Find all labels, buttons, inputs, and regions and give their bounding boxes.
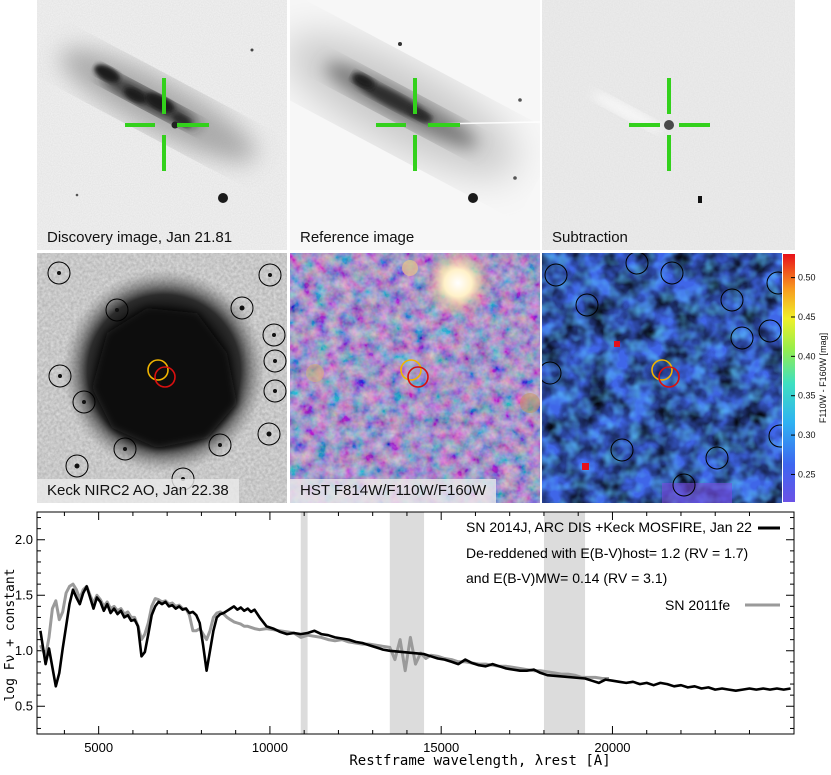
plot-frame xyxy=(36,511,795,735)
crosshair-marker xyxy=(376,78,460,171)
keck-image xyxy=(37,253,287,503)
legend-sn2014j-label: SN 2014J, ARC DIS +Keck MOSFIRE, Jan 22 xyxy=(466,519,752,535)
hst-caption: HST F814W/F110W/F160W xyxy=(290,479,497,503)
hst-color-image xyxy=(290,253,540,503)
reference-image xyxy=(290,0,540,250)
star xyxy=(218,193,228,203)
colorbar-tick-label: 0.45 xyxy=(798,312,816,322)
x-tick-label: 20000 xyxy=(594,740,630,755)
y-tick-label: 2.0 xyxy=(15,532,33,547)
discovery-caption: Discovery image, Jan 21.81 xyxy=(47,229,233,246)
crosshair-marker xyxy=(629,78,710,171)
colorbar-tick-label: 0.35 xyxy=(798,391,816,401)
y-axis-label: log Fν + constant xyxy=(3,568,18,701)
telluric-band xyxy=(543,512,586,734)
x-tick-label: 15000 xyxy=(423,740,459,755)
color-difference-map xyxy=(542,253,782,503)
colorbar-tick-label: 0.50 xyxy=(798,273,816,283)
telluric-band xyxy=(300,512,308,734)
telluric-band xyxy=(389,512,425,734)
sn-position-yellow xyxy=(400,359,422,381)
y-tick-label: 1.5 xyxy=(15,587,33,602)
y-tick-label: 1.0 xyxy=(15,643,33,658)
keck-caption: Keck NIRC2 AO, Jan 22.38 xyxy=(37,479,239,503)
sn-position-red xyxy=(407,366,429,388)
legend-dereddened-line2: and E(B-V)MW= 0.14 (RV = 3.1) xyxy=(466,570,667,586)
colorbar: 0.50 0.45 0.40 0.35 0.30 0.25 F110W - F160W [… xyxy=(783,254,828,502)
colorbar-label: F110W - F160W [mag] xyxy=(818,333,828,423)
legend-sn2011fe-label: SN 2011fe xyxy=(665,597,730,613)
supernova-point xyxy=(171,121,179,129)
spectrum-chart: 5000 10000 15000 20000 0.5 1.0 1.5 2.0 SN 2014J… xyxy=(3,511,795,769)
series-sn2011fe xyxy=(39,582,609,680)
crosshair-marker xyxy=(125,78,209,171)
sn-position-yellow xyxy=(651,359,673,381)
colorbar-gradient xyxy=(783,254,795,502)
x-tick-label: 5000 xyxy=(84,740,113,755)
colorbar-tick-label: 0.25 xyxy=(798,469,816,479)
legend-dereddened-line1: De-reddened with E(B-V)host= 1.2 (RV = 1… xyxy=(466,545,748,561)
color-map-panel xyxy=(542,253,782,503)
star-circles xyxy=(542,253,782,497)
reference-caption: Reference image xyxy=(300,229,415,246)
colorbar-tick-label: 0.30 xyxy=(798,430,816,440)
discovery-image xyxy=(37,0,287,250)
subtraction-image xyxy=(542,0,795,250)
sn-position-red xyxy=(658,366,680,388)
reference-image-panel: Reference image xyxy=(290,0,540,250)
x-tick-label: 10000 xyxy=(252,740,288,755)
x-axis-label: Restframe wavelength, λrest [A] xyxy=(349,753,610,769)
y-tick-label: 0.5 xyxy=(15,698,33,713)
subtraction-image-panel: Subtraction xyxy=(542,0,795,250)
colorbar-tick-label: 0.40 xyxy=(798,351,816,361)
sn-position-yellow xyxy=(147,359,169,381)
discovery-image-panel: Discovery image, Jan 21.81 xyxy=(37,0,287,250)
supernova-point xyxy=(664,120,674,130)
sn-position-red xyxy=(154,366,176,388)
series-sn2014j xyxy=(39,585,791,692)
subtraction-caption: Subtraction xyxy=(552,229,628,246)
star-circles xyxy=(47,261,287,491)
keck-image-panel: Keck NIRC2 AO, Jan 22.38 xyxy=(37,253,287,503)
hst-image-panel: HST F814W/F110W/F160W xyxy=(290,253,540,503)
